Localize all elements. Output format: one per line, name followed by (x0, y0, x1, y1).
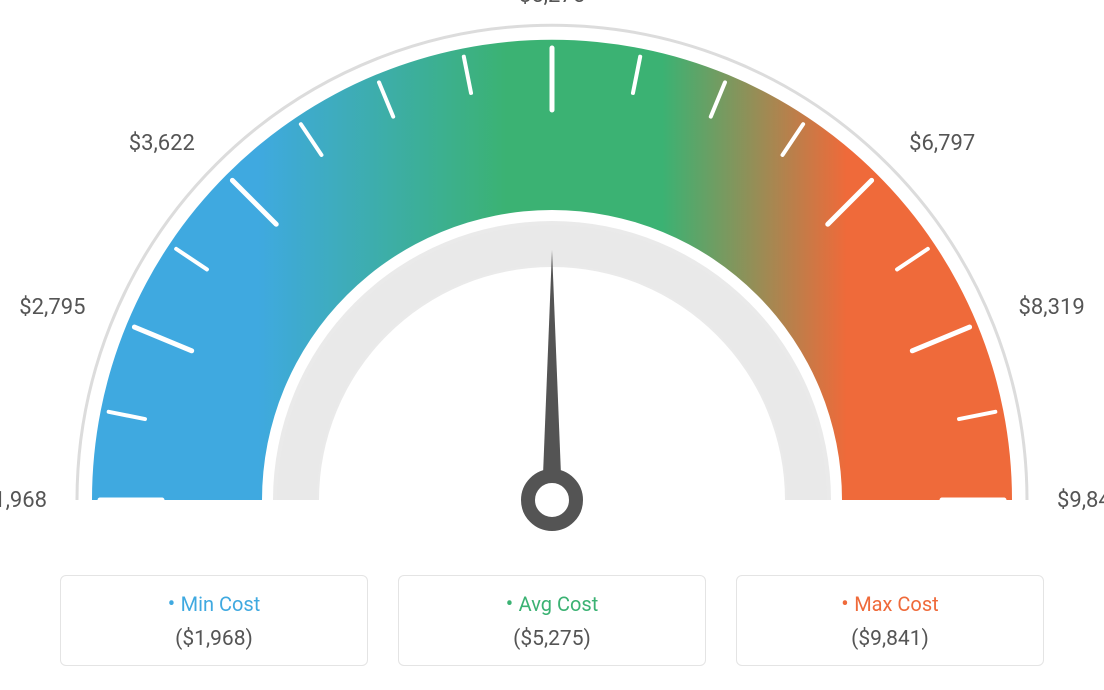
cost-gauge (0, 0, 1104, 560)
gauge-scale-label: $1,968 (0, 488, 47, 513)
summary-cards: Min Cost ($1,968) Avg Cost ($5,275) Max … (60, 575, 1044, 666)
gauge-scale-label: $6,797 (909, 131, 999, 156)
gauge-scale-label: $3,622 (105, 131, 195, 156)
max-cost-value: ($9,841) (737, 627, 1043, 651)
min-cost-value: ($1,968) (61, 627, 367, 651)
max-cost-card: Max Cost ($9,841) (736, 575, 1044, 666)
gauge-scale-label: $5,275 (507, 0, 597, 8)
gauge-scale-label: $9,841 (1057, 488, 1104, 513)
avg-cost-value: ($5,275) (399, 627, 705, 651)
gauge-scale-label: $8,319 (1019, 295, 1104, 320)
avg-cost-label: Avg Cost (399, 592, 705, 617)
max-cost-label: Max Cost (737, 592, 1043, 617)
min-cost-label: Min Cost (61, 592, 367, 617)
gauge-scale-label: $2,795 (0, 295, 85, 320)
avg-cost-card: Avg Cost ($5,275) (398, 575, 706, 666)
min-cost-card: Min Cost ($1,968) (60, 575, 368, 666)
